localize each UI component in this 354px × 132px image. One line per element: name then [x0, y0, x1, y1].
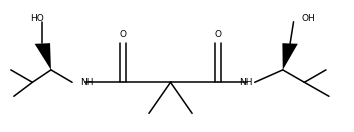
Text: O: O [215, 30, 222, 39]
Text: HO: HO [30, 14, 44, 23]
Text: O: O [120, 30, 126, 39]
Text: NH: NH [239, 78, 252, 87]
Polygon shape [35, 43, 51, 70]
Text: NH: NH [80, 78, 93, 87]
Text: OH: OH [301, 14, 315, 23]
Polygon shape [282, 43, 298, 70]
